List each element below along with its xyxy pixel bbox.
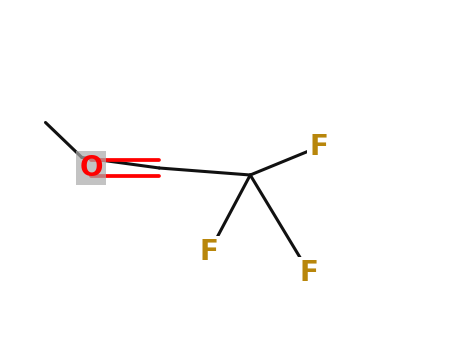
Text: F: F: [300, 259, 319, 287]
Text: F: F: [200, 238, 219, 266]
Text: O: O: [79, 154, 103, 182]
Text: F: F: [309, 133, 328, 161]
